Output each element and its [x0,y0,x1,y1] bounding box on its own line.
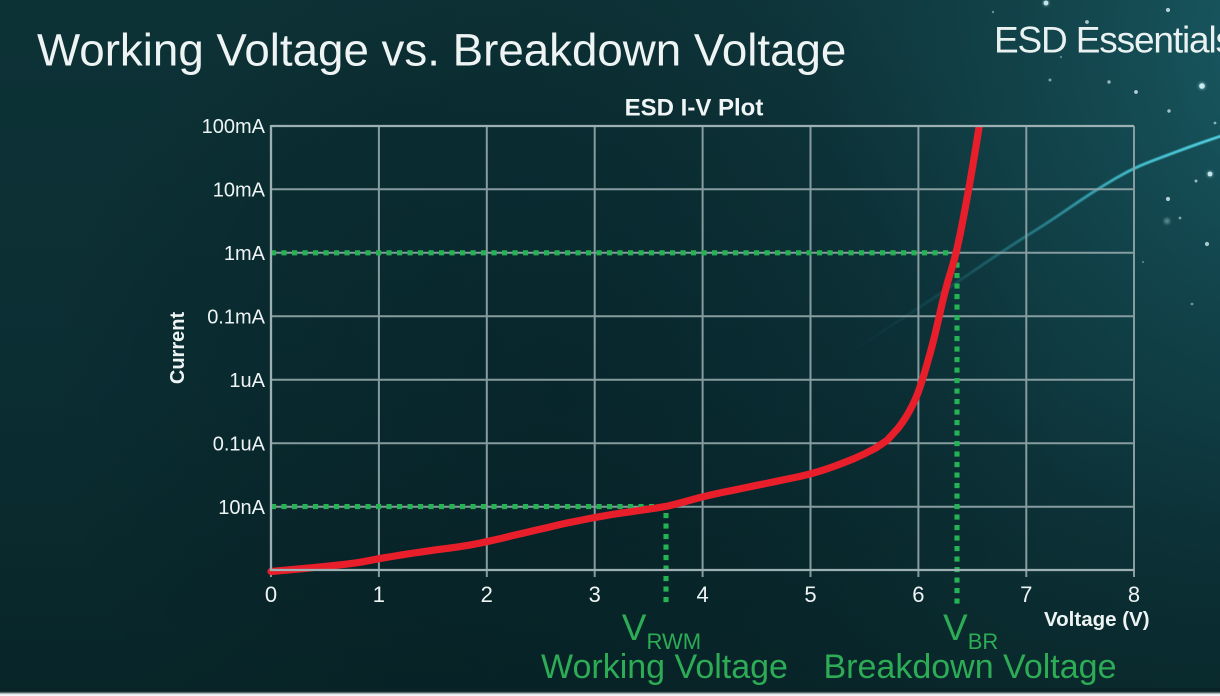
svg-text:1uA: 1uA [229,370,265,392]
svg-text:Current: Current [167,312,189,385]
svg-text:Working Voltage: Working Voltage [541,648,788,686]
svg-text:100mA: 100mA [202,116,266,138]
svg-text:ESD I-V Plot: ESD I-V Plot [625,95,764,122]
svg-text:3: 3 [589,582,601,607]
svg-text:10nA: 10nA [218,497,265,519]
svg-text:7: 7 [1020,582,1032,607]
svg-text:2: 2 [481,582,493,607]
svg-text:10mA: 10mA [213,179,266,201]
svg-text:8: 8 [1128,582,1140,607]
svg-text:0.1mA: 0.1mA [207,306,265,328]
svg-text:5: 5 [804,582,816,607]
svg-text:6: 6 [912,582,924,607]
svg-text:0: 0 [265,582,277,607]
svg-text:1: 1 [373,582,385,607]
svg-text:ESD Essentials: ESD Essentials [994,20,1220,61]
svg-text:1mA: 1mA [224,243,266,265]
svg-text:4: 4 [696,582,708,607]
svg-text:Voltage (V): Voltage (V) [1044,608,1150,631]
svg-text:0.1uA: 0.1uA [213,433,266,455]
svg-text:Breakdown Voltage: Breakdown Voltage [824,648,1117,686]
svg-text:Working Voltage vs. Breakdown: Working Voltage vs. Breakdown Voltage [37,25,846,76]
